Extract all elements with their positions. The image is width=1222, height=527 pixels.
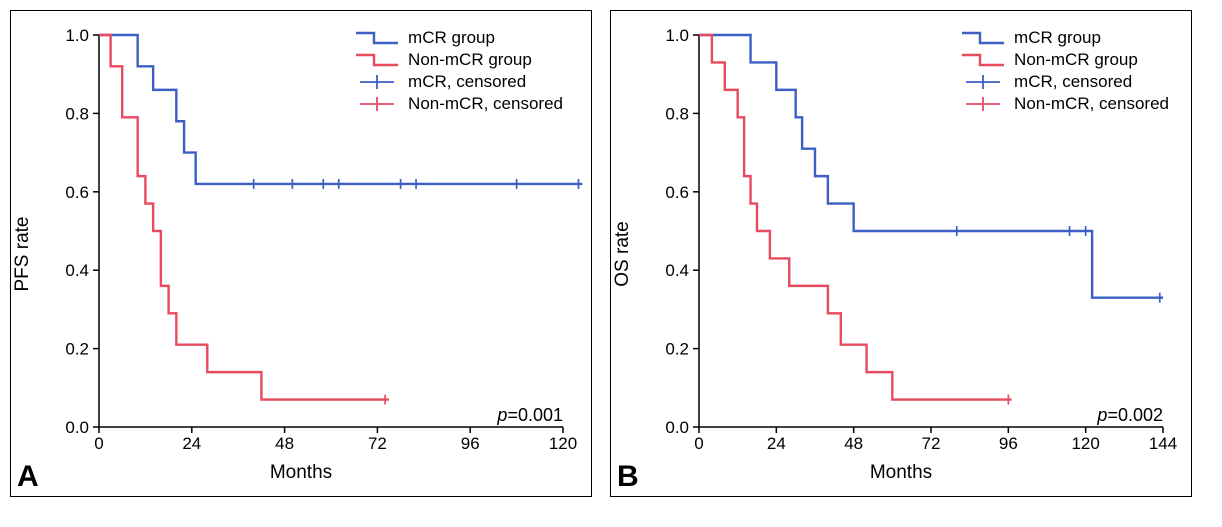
panel-letter-a: A bbox=[17, 460, 39, 494]
svg-text:0.6: 0.6 bbox=[65, 183, 89, 202]
legend-label: Non-mCR, censored bbox=[408, 94, 563, 114]
svg-text:24: 24 bbox=[182, 434, 201, 453]
km-curve bbox=[99, 35, 389, 400]
legend-label: Non-mCR group bbox=[1014, 50, 1138, 70]
svg-text:0.2: 0.2 bbox=[665, 340, 689, 359]
svg-text:0.0: 0.0 bbox=[65, 418, 89, 437]
legend-item: Non-mCR group bbox=[960, 49, 1169, 71]
svg-text:96: 96 bbox=[461, 434, 480, 453]
legend-a: mCR groupNon-mCR groupmCR, censoredNon-m… bbox=[354, 27, 563, 115]
svg-text:24: 24 bbox=[767, 434, 786, 453]
legend-label: Non-mCR, censored bbox=[1014, 94, 1169, 114]
legend-label: mCR group bbox=[408, 28, 495, 48]
svg-text:120: 120 bbox=[1071, 434, 1099, 453]
legend-item: mCR group bbox=[354, 27, 563, 49]
legend-item: Non-mCR group bbox=[354, 49, 563, 71]
legend-label: mCR, censored bbox=[1014, 72, 1132, 92]
xlabel-a: Months bbox=[270, 462, 332, 484]
legend-b: mCR groupNon-mCR groupmCR, censoredNon-m… bbox=[960, 27, 1169, 115]
pvalue-b: p=0.002 bbox=[1097, 405, 1163, 426]
legend-label: mCR group bbox=[1014, 28, 1101, 48]
legend-item: Non-mCR, censored bbox=[960, 93, 1169, 115]
svg-text:48: 48 bbox=[275, 434, 294, 453]
km-figure: 0.00.20.40.60.81.0024487296120 PFS rate … bbox=[0, 0, 1202, 507]
svg-text:0: 0 bbox=[94, 434, 103, 453]
svg-text:0.6: 0.6 bbox=[665, 183, 689, 202]
svg-text:0.4: 0.4 bbox=[665, 261, 689, 280]
legend-item: mCR, censored bbox=[960, 71, 1169, 93]
legend-item: mCR, censored bbox=[354, 71, 563, 93]
svg-text:120: 120 bbox=[549, 434, 577, 453]
svg-text:0.8: 0.8 bbox=[665, 104, 689, 123]
svg-text:72: 72 bbox=[368, 434, 387, 453]
legend-label: mCR, censored bbox=[408, 72, 526, 92]
xlabel-b: Months bbox=[870, 462, 932, 484]
legend-item: Non-mCR, censored bbox=[354, 93, 563, 115]
svg-text:72: 72 bbox=[922, 434, 941, 453]
svg-text:48: 48 bbox=[844, 434, 863, 453]
svg-text:144: 144 bbox=[1149, 434, 1177, 453]
ylabel-a: PFS rate bbox=[12, 216, 34, 291]
panel-a: 0.00.20.40.60.81.0024487296120 PFS rate … bbox=[10, 10, 592, 497]
svg-text:0.4: 0.4 bbox=[65, 261, 89, 280]
legend-label: Non-mCR group bbox=[408, 50, 532, 70]
ylabel-b: OS rate bbox=[612, 221, 634, 286]
svg-text:0.8: 0.8 bbox=[65, 104, 89, 123]
svg-text:0.2: 0.2 bbox=[65, 340, 89, 359]
panel-b: 0.0 0.2 0.4 0.6 0.8 1.0 0 24 48 72 96 120 144 OS rat… bbox=[610, 10, 1192, 497]
panel-letter-b: B bbox=[617, 460, 639, 494]
pvalue-a: p=0.001 bbox=[497, 405, 563, 426]
svg-text:0: 0 bbox=[694, 434, 703, 453]
svg-text:1.0: 1.0 bbox=[665, 26, 689, 45]
legend-item: mCR group bbox=[960, 27, 1169, 49]
svg-text:1.0: 1.0 bbox=[65, 26, 89, 45]
svg-text:0.0: 0.0 bbox=[665, 418, 689, 437]
svg-text:96: 96 bbox=[999, 434, 1018, 453]
